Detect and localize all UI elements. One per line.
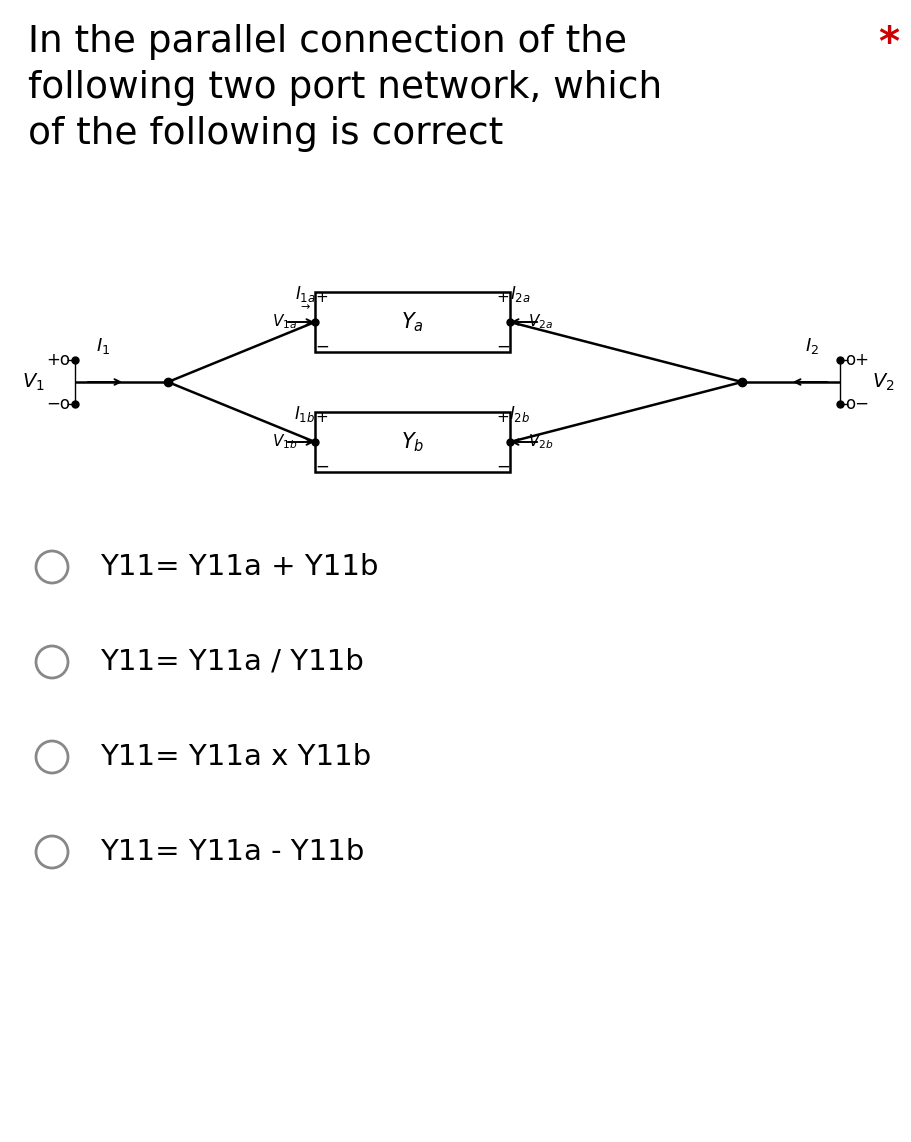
Text: $V_{2a}$: $V_{2a}$ (527, 313, 552, 331)
Text: $Y_a$: $Y_a$ (401, 311, 424, 333)
Text: $V_{2b}$: $V_{2b}$ (527, 433, 553, 451)
Text: $V_{1a}$: $V_{1a}$ (271, 313, 297, 331)
Text: −: − (314, 458, 329, 476)
Text: $V_2$: $V_2$ (871, 371, 894, 393)
Text: −: − (496, 338, 509, 356)
Text: Y11= Y11a x Y11b: Y11= Y11a x Y11b (100, 743, 371, 771)
Text: $I_{2a}$: $I_{2a}$ (509, 284, 530, 304)
Text: $V_1$: $V_1$ (22, 371, 45, 393)
Text: $I_{2b}$: $I_{2b}$ (509, 404, 530, 424)
Text: o−: o− (844, 395, 868, 413)
Text: of the following is correct: of the following is correct (28, 116, 503, 152)
Text: +: + (496, 290, 509, 305)
Bar (314, 292, 509, 352)
Text: *: * (877, 24, 898, 64)
Text: $I_{1b}$: $I_{1b}$ (294, 404, 315, 424)
Text: $I_{1a}$: $I_{1a}$ (294, 284, 315, 304)
Text: Y11= Y11a / Y11b: Y11= Y11a / Y11b (100, 648, 363, 676)
Text: −: − (496, 458, 509, 476)
Text: following two port network, which: following two port network, which (28, 70, 661, 106)
Text: Y11= Y11a + Y11b: Y11= Y11a + Y11b (100, 553, 378, 581)
Text: −o: −o (46, 395, 70, 413)
Text: +: + (315, 410, 328, 425)
Text: o+: o+ (844, 351, 868, 369)
Text: Y11= Y11a - Y11b: Y11= Y11a - Y11b (100, 838, 364, 866)
Text: +: + (496, 410, 509, 425)
Bar (314, 412, 509, 472)
Text: $I_2$: $I_2$ (804, 336, 818, 356)
Text: +o: +o (46, 351, 70, 369)
Text: $V_{1b}$: $V_{1b}$ (271, 433, 297, 451)
Text: In the parallel connection of the: In the parallel connection of the (28, 24, 627, 61)
Text: →: → (300, 301, 310, 312)
Text: −: − (314, 338, 329, 356)
Text: $Y_b$: $Y_b$ (401, 431, 424, 453)
Text: +: + (315, 290, 328, 305)
Text: $I_1$: $I_1$ (96, 336, 110, 356)
